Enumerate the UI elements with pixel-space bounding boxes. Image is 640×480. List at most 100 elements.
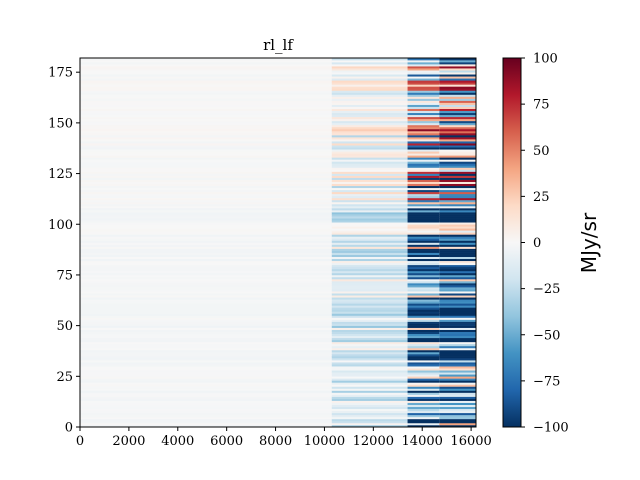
heatmap-cell bbox=[80, 311, 332, 314]
heatmap-cell bbox=[80, 333, 332, 337]
heatmap-cell bbox=[80, 122, 332, 126]
colorbar-tick-label: 25 bbox=[533, 190, 550, 205]
heatmap-cell bbox=[439, 278, 476, 282]
heatmap-cell bbox=[80, 368, 332, 371]
heatmap-cell bbox=[407, 153, 440, 156]
heatmap-cell bbox=[331, 147, 408, 150]
heatmap-cell bbox=[439, 90, 476, 93]
heatmap-cell bbox=[439, 260, 476, 264]
heatmap-cell bbox=[439, 303, 476, 306]
heatmap-cell bbox=[407, 248, 440, 251]
heatmap-cell bbox=[80, 234, 332, 237]
heatmap-cell bbox=[80, 126, 332, 130]
heatmap-cell bbox=[80, 240, 332, 243]
heatmap-cell bbox=[439, 354, 476, 357]
heatmap-cell bbox=[439, 222, 476, 225]
heatmap-cell bbox=[407, 406, 440, 410]
heatmap-cell bbox=[331, 153, 408, 156]
heatmap-cell bbox=[80, 100, 332, 103]
heatmap-cell bbox=[407, 120, 440, 124]
heatmap-cell bbox=[439, 364, 476, 367]
heatmap-cell bbox=[407, 185, 440, 189]
colorbar-axis: 100 75 50 25 0 −25 −50 −75 −100 bbox=[521, 52, 569, 436]
heatmap-cell bbox=[439, 161, 476, 164]
heatmap-cell bbox=[439, 185, 476, 189]
heatmap-cell bbox=[80, 252, 332, 255]
heatmap-cell bbox=[439, 173, 476, 176]
heatmap-cell bbox=[407, 366, 440, 369]
heatmap-cell bbox=[407, 327, 440, 330]
heatmap-cell bbox=[331, 145, 408, 148]
heatmap-cell bbox=[331, 64, 408, 67]
heatmap-cell bbox=[439, 228, 476, 231]
heatmap-cell bbox=[331, 216, 408, 219]
heatmap-cell bbox=[80, 141, 332, 144]
heatmap-cell bbox=[331, 281, 408, 284]
colorbar-tick-label: −100 bbox=[533, 421, 569, 436]
heatmap-cell bbox=[80, 331, 332, 335]
heatmap-cell bbox=[439, 137, 476, 140]
heatmap-cell bbox=[439, 283, 476, 286]
heatmap-cell bbox=[331, 92, 408, 95]
heatmap-cell bbox=[407, 102, 440, 105]
heatmap-cell bbox=[407, 337, 440, 341]
heatmap-cell bbox=[331, 327, 408, 330]
heatmap-cell bbox=[80, 169, 332, 172]
heatmap-cell bbox=[80, 398, 332, 401]
heatmap-cell bbox=[331, 414, 408, 418]
heatmap-cell bbox=[80, 376, 332, 379]
heatmap-cell bbox=[331, 139, 408, 142]
heatmap-cell bbox=[331, 278, 408, 282]
heatmap-cell bbox=[80, 281, 332, 284]
heatmap-cell bbox=[439, 299, 476, 302]
heatmap-cell bbox=[80, 195, 332, 199]
heatmap-cell bbox=[407, 333, 440, 337]
heatmap-cell bbox=[407, 181, 440, 185]
heatmap-cell bbox=[439, 412, 476, 416]
heatmap-cell bbox=[80, 116, 332, 120]
heatmap-cell bbox=[439, 321, 476, 324]
heatmap-cell bbox=[331, 283, 408, 286]
heatmap-cell bbox=[439, 70, 476, 73]
heatmap-cell bbox=[331, 406, 408, 410]
heatmap-cell bbox=[439, 378, 476, 381]
heatmap-cell bbox=[439, 291, 476, 294]
heatmap-cell bbox=[439, 418, 476, 422]
heatmap-cell bbox=[407, 189, 440, 193]
heatmap-cell bbox=[439, 102, 476, 105]
heatmap-cell bbox=[331, 165, 408, 168]
heatmap-cell bbox=[331, 206, 408, 209]
heatmap-cell bbox=[439, 153, 476, 156]
heatmap-cell bbox=[80, 337, 332, 341]
heatmap-cell bbox=[407, 228, 440, 231]
heatmap-cell bbox=[439, 135, 476, 138]
heatmap-cell bbox=[439, 112, 476, 116]
heatmap-cell bbox=[407, 234, 440, 237]
heatmap-cell bbox=[439, 206, 476, 209]
heatmap-cell bbox=[331, 356, 408, 359]
colorbar-label: MJy/sr bbox=[577, 212, 601, 273]
heatmap-cell bbox=[80, 274, 332, 278]
heatmap-cell bbox=[80, 80, 332, 83]
heatmap-cell bbox=[407, 179, 440, 182]
heatmap-cell bbox=[80, 175, 332, 178]
heatmap-cell bbox=[331, 289, 408, 292]
heatmap-cell bbox=[80, 112, 332, 116]
heatmap-cell bbox=[407, 313, 440, 316]
heatmap-cell bbox=[80, 185, 332, 189]
heatmap-cell bbox=[331, 380, 408, 383]
heatmap-cell bbox=[407, 246, 440, 249]
heatmap-cell bbox=[80, 295, 332, 298]
heatmap-cell bbox=[439, 345, 476, 349]
heatmap-cell bbox=[407, 347, 440, 351]
heatmap-cell bbox=[331, 224, 408, 227]
heatmap-cell bbox=[80, 68, 332, 71]
chart-title: rl_lf bbox=[263, 36, 294, 54]
heatmap-cell bbox=[439, 293, 476, 296]
heatmap-cell bbox=[439, 60, 476, 63]
heatmap-cell bbox=[331, 86, 408, 89]
heatmap-cell bbox=[80, 181, 332, 185]
heatmap-cell bbox=[80, 183, 332, 187]
heatmap-cell bbox=[331, 183, 408, 187]
heatmap-cell bbox=[331, 135, 408, 138]
